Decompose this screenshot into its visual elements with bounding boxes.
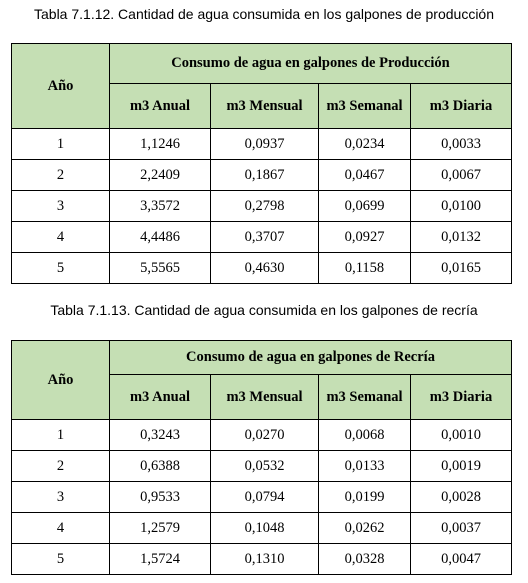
cell-value: 5,5565 [109, 252, 211, 284]
table-row: 4 1,2579 0,1048 0,0262 0,0037 [11, 512, 512, 544]
cell-value: 0,0047 [410, 543, 512, 575]
cell-value: 0,0937 [210, 128, 319, 160]
table-row: 2 2,2409 0,1867 0,0467 0,0067 [11, 159, 512, 191]
cell-value: 0,0794 [210, 481, 319, 513]
cell-value: 0,0234 [318, 128, 411, 160]
cell-value: 3,3572 [109, 190, 211, 222]
cell-value: 0,1310 [210, 543, 319, 575]
cell-value: 4,4486 [109, 221, 211, 253]
water-consumption-table-produccion: Año Consumo de agua en galpones de Produ… [11, 43, 512, 284]
cell-value: 0,0033 [410, 128, 512, 160]
cell-value: 0,0028 [410, 481, 512, 513]
table-row: 5 5,5565 0,4630 0,1158 0,0165 [11, 252, 512, 284]
cell-value: 0,0067 [410, 159, 512, 191]
cell-year: 1 [11, 128, 110, 160]
cell-value: 0,0132 [410, 221, 512, 253]
cell-value: 0,0270 [210, 419, 319, 451]
cell-year: 4 [11, 221, 110, 253]
column-header: m3 Mensual [210, 83, 319, 129]
cell-value: 0,0010 [410, 419, 512, 451]
cell-value: 0,0199 [318, 481, 411, 513]
column-header: m3 Anual [109, 374, 211, 420]
header-group: Consumo de agua en galpones de Producció… [109, 43, 512, 84]
cell-value: 0,0927 [318, 221, 411, 253]
table-row: 3 0,9533 0,0794 0,0199 0,0028 [11, 481, 512, 513]
cell-year: 3 [11, 481, 110, 513]
column-header: m3 Mensual [210, 374, 319, 420]
column-header: m3 Semanal [318, 374, 411, 420]
cell-year: 1 [11, 419, 110, 451]
table-row: 2 0,6388 0,0532 0,0133 0,0019 [11, 450, 512, 482]
cell-value: 0,3707 [210, 221, 319, 253]
cell-value: 0,1867 [210, 159, 319, 191]
cell-value: 0,2798 [210, 190, 319, 222]
cell-value: 0,0133 [318, 450, 411, 482]
cell-value: 0,9533 [109, 481, 211, 513]
cell-year: 2 [11, 450, 110, 482]
cell-year: 4 [11, 512, 110, 544]
cell-year: 2 [11, 159, 110, 191]
table-row: 1 0,3243 0,0270 0,0068 0,0010 [11, 419, 512, 451]
water-consumption-table-recria: Año Consumo de agua en galpones de Recrí… [11, 340, 512, 575]
cell-value: 2,2409 [109, 159, 211, 191]
cell-value: 0,0467 [318, 159, 411, 191]
cell-year: 5 [11, 252, 110, 284]
table-row: 4 4,4486 0,3707 0,0927 0,0132 [11, 221, 512, 253]
table-caption-recria: Tabla 7.1.13. Cantidad de agua consumida… [50, 302, 478, 318]
cell-value: 0,0037 [410, 512, 512, 544]
cell-value: 0,6388 [109, 450, 211, 482]
header-year: Año [11, 43, 110, 129]
table-row: 1 1,1246 0,0937 0,0234 0,0033 [11, 128, 512, 160]
header-group: Consumo de agua en galpones de Recría [109, 340, 512, 375]
column-header: m3 Diaria [410, 374, 512, 420]
cell-value: 0,1158 [318, 252, 411, 284]
column-header: m3 Diaria [410, 83, 512, 129]
cell-value: 0,0699 [318, 190, 411, 222]
cell-value: 0,0328 [318, 543, 411, 575]
cell-value: 0,0165 [410, 252, 512, 284]
table-row: 3 3,3572 0,2798 0,0699 0,0100 [11, 190, 512, 222]
cell-year: 3 [11, 190, 110, 222]
table-row: 5 1,5724 0,1310 0,0328 0,0047 [11, 543, 512, 575]
cell-value: 0,0532 [210, 450, 319, 482]
cell-value: 0,0019 [410, 450, 512, 482]
cell-value: 0,0100 [410, 190, 512, 222]
header-year: Año [11, 340, 110, 420]
cell-value: 1,5724 [109, 543, 211, 575]
cell-value: 1,1246 [109, 128, 211, 160]
column-header: m3 Anual [109, 83, 211, 129]
cell-value: 0,0262 [318, 512, 411, 544]
cell-value: 0,1048 [210, 512, 319, 544]
table-caption-produccion: Tabla 7.1.12. Cantidad de agua consumida… [34, 6, 494, 22]
column-header: m3 Semanal [318, 83, 411, 129]
cell-value: 1,2579 [109, 512, 211, 544]
cell-value: 0,0068 [318, 419, 411, 451]
cell-value: 0,4630 [210, 252, 319, 284]
cell-value: 0,3243 [109, 419, 211, 451]
cell-year: 5 [11, 543, 110, 575]
